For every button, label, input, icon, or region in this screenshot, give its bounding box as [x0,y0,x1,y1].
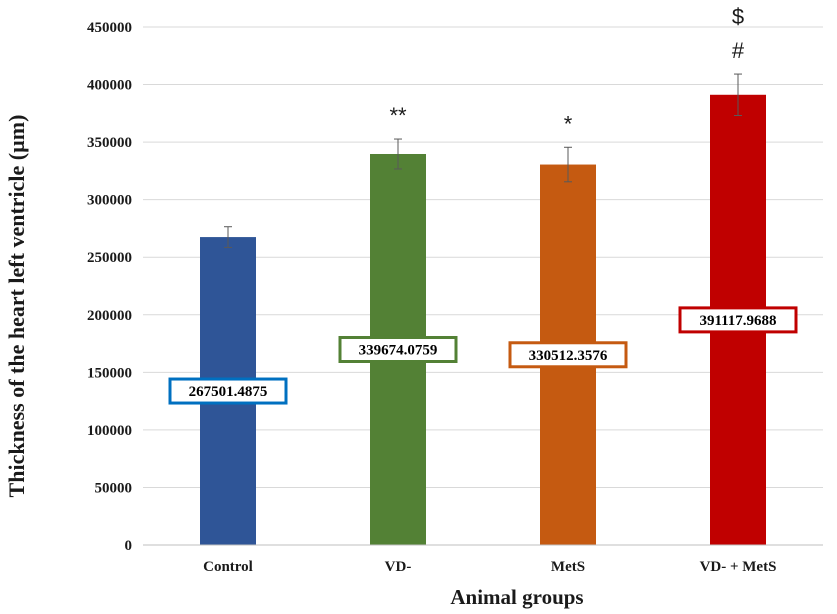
y-tick-label: 400000 [87,78,132,94]
y-tick-label: 150000 [87,365,132,381]
data-label-box [508,341,628,369]
y-tick-label: 50000 [95,480,133,496]
data-label: 339674.0759 [359,342,438,358]
significance-mark: $ [732,4,744,29]
data-label-box [678,306,798,334]
significance-marks: ** *#$ [389,4,744,136]
y-tick-label: 250000 [87,250,132,266]
x-category-label: VD- [385,559,412,575]
data-label: 330512.3576 [529,348,608,364]
x-axis-title: Animal groups [450,585,583,609]
y-tick-label: 200000 [87,308,132,324]
y-tick-label: 450000 [87,20,132,36]
data-label-box [168,377,288,405]
data-label: 267501.4875 [189,384,268,400]
data-labels: 267501.4875 339674.0759 330512.3576 391117.… [168,306,798,405]
gridlines [143,26,823,488]
x-axis-categories: Control VD- MetS VD- + MetS [203,559,776,575]
x-category-label: MetS [551,559,585,575]
y-axis-title: Thickness of the heart left ventricle (µ… [4,115,29,498]
x-category-label: Control [203,559,253,575]
data-label: 391117.9688 [699,313,776,329]
y-tick-label: 0 [125,538,133,554]
y-axis-ticks: 0 50000 100000 150000 200000 250000 300000 3500… [87,20,132,554]
data-label-box [338,335,458,363]
significance-mark: ** [389,103,407,128]
y-tick-label: 300000 [87,193,132,209]
y-tick-label: 350000 [87,135,132,151]
significance-mark: * [564,111,573,136]
significance-mark: # [732,38,745,63]
y-tick-label: 100000 [87,423,132,439]
error-bars [224,73,742,248]
x-category-label: VD- + MetS [700,559,777,575]
